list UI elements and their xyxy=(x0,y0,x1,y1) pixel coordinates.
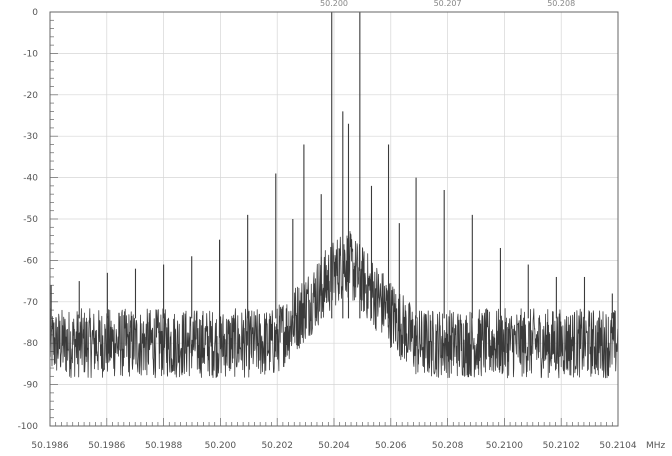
x-tick-label: 50.204 xyxy=(318,441,350,451)
x-tick-label: 50.2102 xyxy=(543,441,580,451)
x-tick-label: 50.2104 xyxy=(599,441,636,451)
spectrum-trace xyxy=(49,231,619,379)
x-tick-label: 50.1986 xyxy=(88,441,125,451)
x-axis: 50.1986 50.1986 50.1988 50.200 50.202 50.204 5… xyxy=(31,418,637,451)
y-tick-label: -10 xyxy=(23,49,38,59)
y-tick-label: -20 xyxy=(23,91,38,101)
y-tick-label: -90 xyxy=(23,381,38,391)
y-tick-label: -40 xyxy=(23,174,38,184)
top-frequency-label: 50.208 xyxy=(547,0,575,8)
x-tick-label: 50.200 xyxy=(205,441,237,451)
x-tick-label: 50.206 xyxy=(375,441,407,451)
top-frequency-labels: 50.200 50.207 50.208 xyxy=(320,0,575,8)
y-tick-label: -100 xyxy=(18,422,39,432)
y-tick-label: -70 xyxy=(23,298,38,308)
x-unit-label: MHz xyxy=(646,441,666,451)
y-tick-label: -80 xyxy=(23,339,38,349)
x-tick-label: 50.1988 xyxy=(145,441,182,451)
y-tick-label: 0 xyxy=(32,8,38,18)
plot-frame xyxy=(49,11,619,427)
y-tick-label: -50 xyxy=(23,215,38,225)
spectral-peaks xyxy=(50,12,613,319)
y-axis: 0 -10 -20 -30 -40 -50 -60 -70 -80 -90 -100 xyxy=(18,8,58,432)
x-tick-label: 50.202 xyxy=(261,441,293,451)
x-tick-label: 50.208 xyxy=(432,441,464,451)
y-tick-label: -30 xyxy=(23,132,38,142)
y-tick-label: -60 xyxy=(23,256,38,266)
x-tick-label: 50.1986 xyxy=(31,441,68,451)
top-frequency-label: 50.200 xyxy=(320,0,348,8)
top-frequency-label: 50.207 xyxy=(434,0,462,8)
x-tick-label: 50.2100 xyxy=(486,441,523,451)
